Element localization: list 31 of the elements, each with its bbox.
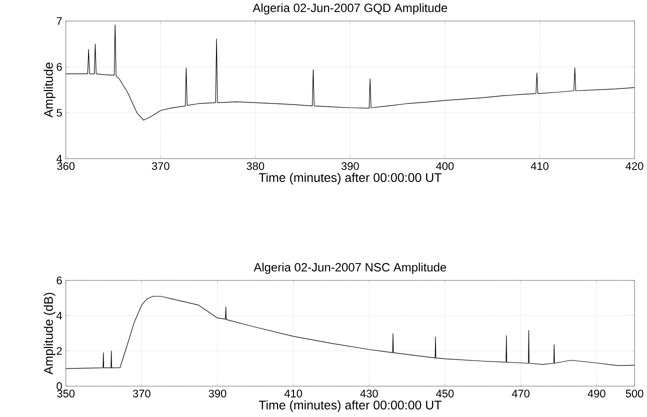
x-tick-label: 370 xyxy=(132,390,150,398)
line-series xyxy=(66,296,635,369)
y-tick-label: 4 xyxy=(56,154,62,162)
x-tick-label: 450 xyxy=(436,390,454,398)
x-tick-label: 360 xyxy=(57,162,75,170)
x-axis-title: Time (minutes) after 00:00:00 UT xyxy=(258,400,442,412)
x-tick-label: 410 xyxy=(530,162,548,170)
chart-title: Algeria 02-Jun-2007 GQD Amplitude xyxy=(252,3,448,14)
y-axis-title: Amplitude (dB) xyxy=(44,292,56,374)
x-tick-label: 390 xyxy=(341,162,359,170)
y-tick-label: 6 xyxy=(56,62,62,71)
x-tick-label: 380 xyxy=(246,162,264,170)
y-axis-title: Amplitude xyxy=(44,62,56,118)
x-tick-label: 350 xyxy=(57,390,75,398)
y-tick-label: 6 xyxy=(56,276,62,284)
x-axis-title: Time (minutes) after 00:00:00 UT xyxy=(258,172,442,184)
x-tick-label: 370 xyxy=(152,162,170,170)
y-tick-label: 7 xyxy=(56,17,62,25)
y-tick-label: 4 xyxy=(56,312,62,320)
x-tick-label: 500 xyxy=(626,390,644,398)
y-tick-label: 0 xyxy=(56,382,62,390)
y-tick-label: 2 xyxy=(56,347,62,355)
chart-title: Algeria 02-Jun-2007 NSC Amplitude xyxy=(254,262,446,274)
y-tick-label: 5 xyxy=(56,108,62,117)
x-tick-label: 420 xyxy=(626,162,644,170)
x-tick-label: 410 xyxy=(284,390,302,398)
x-tick-label: 390 xyxy=(208,390,226,398)
x-tick-label: 400 xyxy=(436,162,454,170)
x-tick-label: 470 xyxy=(512,390,530,398)
x-tick-label: 490 xyxy=(588,390,606,398)
x-tick-label: 430 xyxy=(360,390,378,398)
